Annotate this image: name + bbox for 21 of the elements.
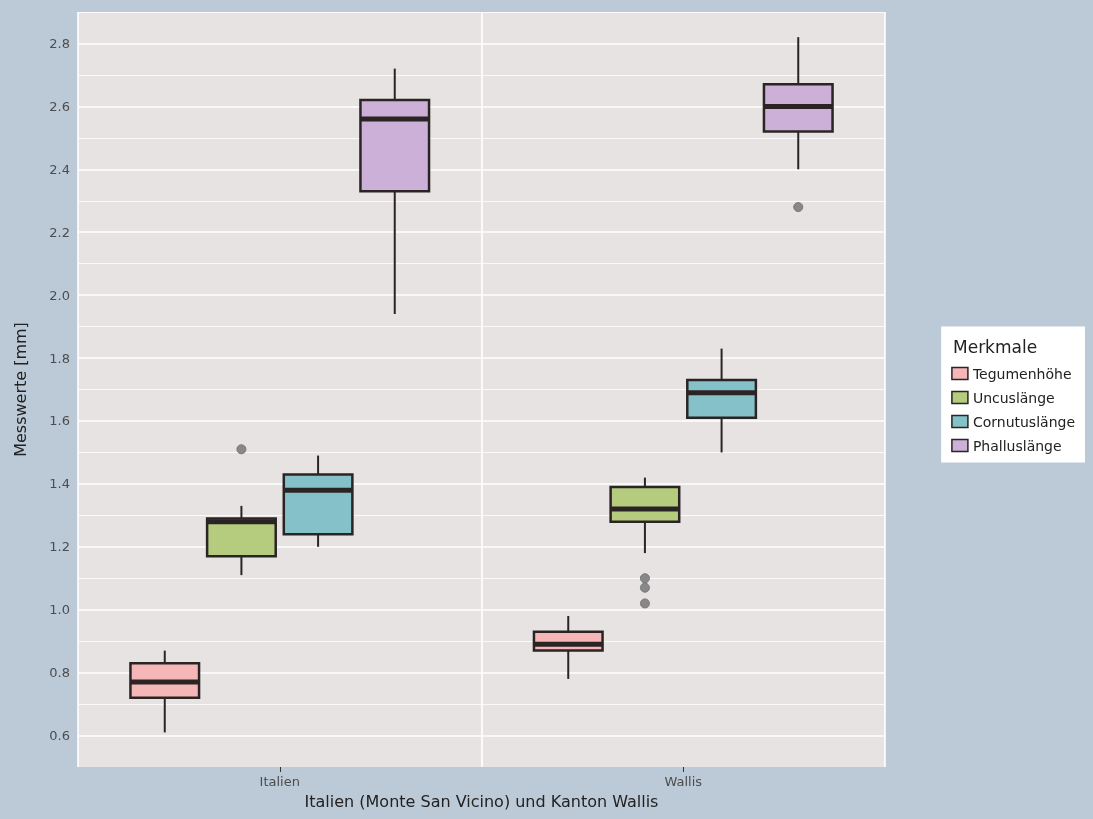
x-tick-label: Wallis <box>664 774 703 789</box>
legend-title: Merkmale <box>953 336 1038 357</box>
y-tick-label: 2.2 <box>49 224 70 240</box>
legend-label: Tegumenhöhe <box>971 365 1072 382</box>
y-tick-label: 1.0 <box>49 602 70 618</box>
y-tick-label: 1.2 <box>49 539 70 555</box>
y-tick-label: 0.6 <box>49 728 70 744</box>
y-tick-label: 2.8 <box>49 35 70 51</box>
y-tick-label: 2.6 <box>49 98 70 114</box>
y-axis-title: Messwerte [mm] <box>10 322 30 457</box>
legend-label: Uncuslänge <box>972 389 1055 406</box>
x-tick-label: Italien <box>259 774 300 789</box>
legend-label: Phalluslänge <box>972 437 1062 454</box>
y-tick-label: 1.6 <box>49 413 70 429</box>
x-axis-title: Italien (Monte San Vicino) und Kanton Wallis <box>304 791 659 811</box>
y-tick-label: 1.4 <box>49 476 70 492</box>
y-tick-label: 2.4 <box>49 161 70 177</box>
y-tick-label: 2.0 <box>49 287 70 303</box>
y-tick-label: 0.8 <box>49 665 70 681</box>
legend-label: Cornutuslänge <box>972 413 1076 430</box>
y-tick-label: 1.8 <box>49 350 70 366</box>
